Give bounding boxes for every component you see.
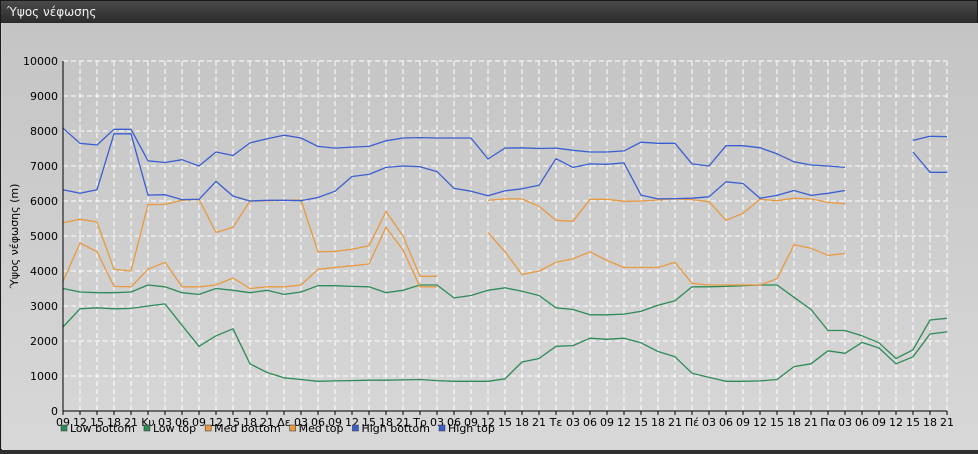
x-tick-label: 12 [617, 416, 631, 429]
x-tick-label: 15 [906, 416, 920, 429]
legend-swatch [352, 424, 359, 432]
series-line-med-bottom [62, 226, 846, 290]
series-line-low-top [62, 303, 948, 382]
legend-label: High top [448, 422, 495, 435]
legend-swatch [60, 424, 68, 432]
x-tick-label: Τε [549, 416, 563, 429]
x-tick-label: 03 [158, 416, 172, 429]
chart-panel: 0 1000 2000 3000 4000 5000 6000 7000 8000 9000 100… [2, 23, 978, 450]
y-tick-label: 0 [51, 405, 58, 418]
x-tick-label: 18 [107, 416, 121, 429]
x-tick-label: 15 [362, 416, 376, 429]
x-tick-label: 06 [175, 416, 189, 429]
legend-swatch [289, 424, 296, 432]
series-line-low-bottom [62, 284, 948, 360]
legend-label: Low top [153, 422, 196, 435]
x-tick-label: 18 [243, 416, 257, 429]
y-tick-label: 4000 [30, 265, 58, 278]
x-tick-label: 12 [73, 416, 87, 429]
x-tick-label: 06 [719, 416, 733, 429]
x-tick-label: 21 [804, 416, 818, 429]
x-tick-label: 09 [600, 416, 614, 429]
y-tick-label: 1000 [30, 370, 58, 383]
y-tick-label: 8000 [30, 125, 58, 138]
chart-grid [62, 60, 948, 412]
legend-swatch [204, 424, 212, 432]
x-tick-label: 15 [90, 416, 104, 429]
x-tick-label: Πέ [685, 416, 699, 429]
x-tick-label: 18 [651, 416, 665, 429]
y-axis-label: Ύψος νέφωσης (m) [8, 184, 21, 290]
x-tick-label: 21 [396, 416, 410, 429]
y-tick-label: 2000 [30, 335, 58, 348]
x-tick-label: Τρ [412, 416, 427, 429]
x-tick-label: Πα [820, 416, 836, 429]
x-tick-label: 12 [889, 416, 903, 429]
x-tick-label: 06 [311, 416, 325, 429]
x-tick-label: 21 [260, 416, 274, 429]
x-tick-label: 03 [702, 416, 716, 429]
legend-swatch [143, 424, 151, 432]
y-tick-label: 3000 [30, 300, 58, 313]
x-tick-label: 06 [447, 416, 461, 429]
y-tick-label: 7000 [30, 160, 58, 173]
series-line-high-bottom [62, 133, 947, 202]
x-tick-label: 03 [838, 416, 852, 429]
series-line-high-top [62, 127, 948, 169]
x-tick-label: 06 [583, 416, 597, 429]
legend-swatch [438, 424, 446, 432]
x-tick-label: 12 [481, 416, 495, 429]
x-tick-label: Δε [277, 416, 291, 429]
x-tick-label: 15 [226, 416, 240, 429]
x-tick-label: 03 [566, 416, 580, 429]
x-tick-label: 21 [124, 416, 138, 429]
x-tick-label: 21 [532, 416, 546, 429]
x-tick-label: 09 [872, 416, 886, 429]
x-tick-label: 12 [209, 416, 223, 429]
x-tick-label: 03 [294, 416, 308, 429]
y-tick-label: 10000 [23, 55, 58, 68]
x-tick-label: 12 [753, 416, 767, 429]
x-tick-label: 15 [770, 416, 784, 429]
legend-label: Med top [299, 422, 344, 435]
x-tick-label: 18 [515, 416, 529, 429]
legend-label: Low bottom [70, 422, 135, 435]
x-tick-label: 18 [787, 416, 801, 429]
y-tick-label: 6000 [30, 195, 58, 208]
window-title: Ύψος νέφωσης [1, 1, 977, 23]
x-tick-label: 21 [668, 416, 682, 429]
x-tick-label: 09 [464, 416, 478, 429]
chart-series [62, 127, 948, 382]
legend-label: High bottom [361, 422, 430, 435]
x-tick-label: 15 [634, 416, 648, 429]
y-tick-label: 9000 [30, 90, 58, 103]
chart-legend: Low bottom Low top Med bottom Med top High b… [60, 422, 495, 435]
cloud-height-chart: 0 1000 2000 3000 4000 5000 6000 7000 8000 9000 100… [8, 55, 954, 435]
legend-label: Med bottom [214, 422, 281, 435]
x-tick-label: 09 [328, 416, 342, 429]
y-tick-label: 5000 [30, 230, 58, 243]
x-tick-label: 21 [940, 416, 954, 429]
y-axis-ticks: 0 1000 2000 3000 4000 5000 6000 7000 8000 9000 100… [23, 55, 58, 418]
x-tick-label: 09 [192, 416, 206, 429]
x-tick-label: 06 [855, 416, 869, 429]
x-tick-label: 09 [736, 416, 750, 429]
x-tick-label: 15 [498, 416, 512, 429]
x-tick-label: 18 [379, 416, 393, 429]
x-axis-ticks: 09 12 15 18 21 Κυ 03 06 09 12 15 18 21 Δε 03 06 09 12 15 18… [56, 411, 954, 429]
x-tick-label: 18 [923, 416, 937, 429]
